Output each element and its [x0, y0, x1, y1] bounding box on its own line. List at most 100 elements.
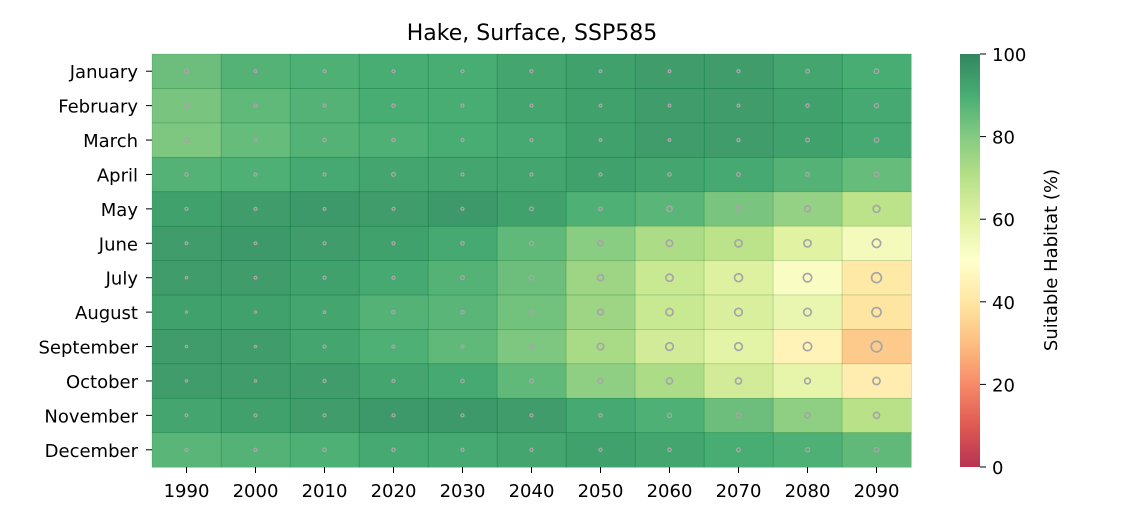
uncertainty-marker: [803, 205, 812, 213]
heatmap-cell: [772, 432, 843, 468]
heatmap-cell: [151, 329, 222, 365]
uncertainty-marker: [667, 447, 672, 453]
heatmap-cell: [841, 260, 912, 296]
uncertainty-marker: [460, 206, 465, 212]
x-tick-label: 2010: [302, 481, 348, 502]
heatmap-cell: [151, 88, 222, 124]
uncertainty-marker: [529, 69, 534, 74]
heatmap-cell: [220, 432, 291, 468]
uncertainty-marker: [529, 172, 534, 177]
heatmap-cell: [496, 397, 567, 434]
uncertainty-marker: [253, 275, 258, 280]
heatmap-cell: [220, 329, 291, 365]
uncertainty-marker: [183, 136, 190, 144]
uncertainty-marker: [872, 376, 881, 386]
uncertainty-marker: [391, 309, 396, 315]
colorbar-gradient: [960, 54, 980, 467]
uncertainty-marker: [184, 413, 189, 418]
uncertainty-marker: [391, 206, 396, 212]
uncertainty-marker: [596, 308, 605, 316]
uncertainty-marker: [529, 137, 534, 143]
heatmap-cell: [565, 260, 636, 296]
uncertainty-marker: [870, 271, 883, 284]
x-tick-label: 2090: [854, 481, 900, 502]
colorbar-tick-label: 40: [992, 293, 1015, 314]
heatmap-cell: [496, 88, 567, 124]
uncertainty-marker: [528, 240, 535, 247]
uncertainty-marker: [736, 69, 741, 74]
heatmap-cell: [496, 225, 567, 262]
uncertainty-marker: [528, 274, 535, 281]
colorbar-tick-label: 20: [992, 375, 1015, 396]
uncertainty-marker: [872, 411, 881, 420]
uncertainty-marker: [734, 377, 743, 385]
heatmap-cell: [634, 225, 705, 262]
uncertainty-marker: [667, 138, 672, 143]
y-tick-label: January: [69, 62, 139, 83]
uncertainty-marker: [803, 238, 812, 248]
uncertainty-marker: [665, 205, 674, 213]
uncertainty-marker: [391, 344, 396, 349]
uncertainty-marker: [598, 69, 603, 74]
y-tick-label: October: [66, 372, 139, 393]
y-tick-label: February: [58, 97, 138, 118]
heatmap-cell: [703, 88, 774, 124]
uncertainty-marker: [322, 69, 327, 74]
uncertainty-marker: [733, 341, 744, 352]
uncertainty-marker: [322, 413, 327, 418]
uncertainty-marker: [253, 241, 258, 246]
heatmap-cell: [358, 260, 429, 296]
heatmap-cell: [220, 363, 291, 399]
heatmap-cell: [358, 294, 429, 330]
y-tick-label: November: [44, 406, 138, 427]
uncertainty-marker: [253, 206, 258, 212]
uncertainty-marker: [322, 241, 327, 246]
colorbar-ticks: 0 20 40 60 80 100: [980, 45, 1026, 479]
heatmap-cell: [220, 225, 291, 262]
heatmap-cell: [220, 397, 291, 434]
heatmap-cell: [841, 122, 912, 158]
uncertainty-marker: [322, 103, 327, 108]
heatmap-cell: [841, 432, 912, 468]
uncertainty-marker: [183, 68, 190, 74]
colorbar-tick-label: 60: [992, 210, 1015, 231]
heatmap-cell: [496, 260, 567, 296]
uncertainty-marker: [529, 447, 534, 452]
uncertainty-marker: [873, 68, 880, 75]
uncertainty-marker: [460, 344, 465, 349]
heatmap-cell: [703, 191, 774, 227]
uncertainty-marker: [322, 137, 327, 143]
uncertainty-marker: [184, 206, 189, 212]
uncertainty-marker: [667, 103, 672, 108]
heatmap-cell: [151, 122, 222, 158]
heatmap-cell: [427, 53, 498, 90]
uncertainty-marker: [529, 103, 534, 108]
y-tick-label: December: [45, 441, 139, 462]
heatmap-cell: [772, 260, 843, 296]
x-tick-label: 1990: [164, 481, 210, 502]
uncertainty-marker: [804, 137, 811, 143]
heatmap-cell: [151, 363, 222, 399]
heatmap-cell: [220, 156, 291, 193]
uncertainty-marker: [598, 103, 603, 108]
heatmap-cell: [565, 191, 636, 227]
uncertainty-marker: [253, 413, 258, 418]
uncertainty-marker: [253, 69, 258, 74]
uncertainty-marker: [873, 102, 880, 109]
x-tick-label: 2060: [647, 481, 693, 502]
heatmap-cell: [772, 329, 843, 365]
uncertainty-marker: [460, 413, 465, 418]
heatmap-cell: [634, 363, 705, 399]
uncertainty-marker: [734, 205, 743, 213]
uncertainty-marker: [598, 172, 603, 177]
heatmap-cell: [358, 191, 429, 227]
heatmap-cell: [496, 156, 567, 193]
heatmap-cell: [703, 225, 774, 262]
heatmap-cell: [289, 225, 360, 262]
heatmap-cell: [151, 156, 222, 193]
uncertainty-marker: [803, 377, 812, 385]
uncertainty-marker: [665, 377, 674, 385]
uncertainty-marker: [184, 241, 189, 246]
uncertainty-marker: [184, 447, 189, 452]
heatmap-cell: [427, 225, 498, 262]
